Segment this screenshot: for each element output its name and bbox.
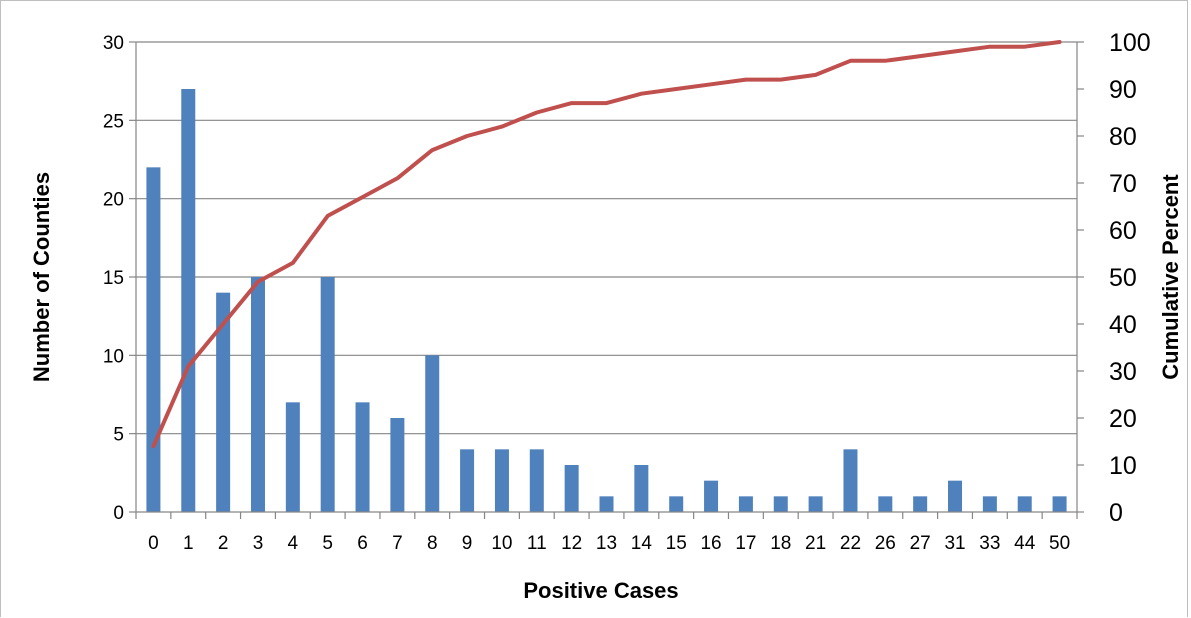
x-tick-label: 18	[770, 533, 791, 554]
bar-series	[146, 89, 1066, 512]
cumulative-line	[153, 42, 1059, 446]
x-tick-label: 1	[183, 533, 194, 554]
bar	[669, 496, 683, 512]
bar	[634, 465, 648, 512]
x-tick-label: 22	[840, 533, 861, 554]
bar	[774, 496, 788, 512]
x-tick-label: 31	[944, 533, 965, 554]
bar	[356, 402, 370, 512]
y2-tick-label: 50	[1109, 264, 1137, 292]
y-tick-label: 0	[113, 503, 124, 524]
x-tick-label: 14	[631, 533, 653, 554]
x-tick-label: 13	[596, 533, 617, 554]
bar	[1053, 496, 1067, 512]
y2-tick-label: 100	[1109, 29, 1151, 57]
bar	[530, 449, 544, 512]
x-tick-label: 3	[253, 533, 264, 554]
y2-tick-label: 40	[1109, 311, 1137, 339]
x-tick-label: 26	[875, 533, 896, 554]
bar	[983, 496, 997, 512]
y2-tick-label: 10	[1109, 452, 1137, 480]
x-tick-label: 8	[427, 533, 438, 554]
y2-tick-label: 90	[1109, 76, 1137, 104]
y2-tick-label: 60	[1109, 217, 1137, 245]
y-tick-label: 20	[103, 190, 124, 211]
bar	[809, 496, 823, 512]
bar	[286, 402, 300, 512]
bar	[251, 277, 265, 512]
bar	[390, 418, 404, 512]
bar	[181, 89, 195, 512]
axes	[129, 42, 1084, 519]
bar	[460, 449, 474, 512]
y2-tick-label: 80	[1109, 123, 1137, 151]
y2-axis-title: Cumulative Percent	[1158, 174, 1183, 380]
x-tick-label: 16	[700, 533, 721, 554]
y2-tick-label: 20	[1109, 405, 1137, 433]
y2-tick-label: 70	[1109, 170, 1137, 198]
gridlines	[136, 42, 1077, 434]
bar	[321, 277, 335, 512]
bar	[425, 355, 439, 512]
bar	[600, 496, 614, 512]
x-tick-label: 11	[527, 533, 547, 554]
y-tick-label: 30	[103, 33, 124, 54]
x-axis-title: Positive Cases	[523, 578, 678, 603]
bar	[948, 481, 962, 512]
x-tick-label: 5	[322, 533, 333, 554]
x-tick-label: 0	[148, 533, 159, 554]
x-tick-label: 50	[1049, 533, 1070, 554]
bar	[495, 449, 509, 512]
x-tick-label: 4	[288, 533, 299, 554]
y-axis-title: Number of Counties	[29, 172, 54, 382]
x-tick-label: 15	[666, 533, 687, 554]
y-tick-label: 10	[103, 346, 124, 367]
x-tick-label: 27	[910, 533, 931, 554]
cumulative-line-series	[153, 42, 1059, 446]
x-tick-label: 17	[735, 533, 756, 554]
y-tick-label: 15	[103, 268, 124, 289]
bar	[878, 496, 892, 512]
y2-tick-label: 30	[1109, 358, 1137, 386]
x-tick-label: 9	[462, 533, 473, 554]
x-tick-label: 10	[491, 533, 512, 554]
y2-tick-label: 0	[1109, 499, 1123, 527]
bar	[146, 167, 160, 512]
bar	[913, 496, 927, 512]
bar	[704, 481, 718, 512]
y-tick-label: 5	[113, 425, 124, 446]
bar	[1018, 496, 1032, 512]
x-tick-label: 6	[357, 533, 368, 554]
y-tick-label: 25	[103, 111, 124, 132]
bar	[843, 449, 857, 512]
bar	[565, 465, 579, 512]
bar	[739, 496, 753, 512]
x-tick-label: 12	[561, 533, 582, 554]
x-tick-label: 21	[805, 533, 826, 554]
x-tick-label: 7	[392, 533, 403, 554]
x-tick-label: 2	[218, 533, 229, 554]
x-tick-label: 44	[1014, 533, 1036, 554]
x-tick-label: 33	[979, 533, 1000, 554]
